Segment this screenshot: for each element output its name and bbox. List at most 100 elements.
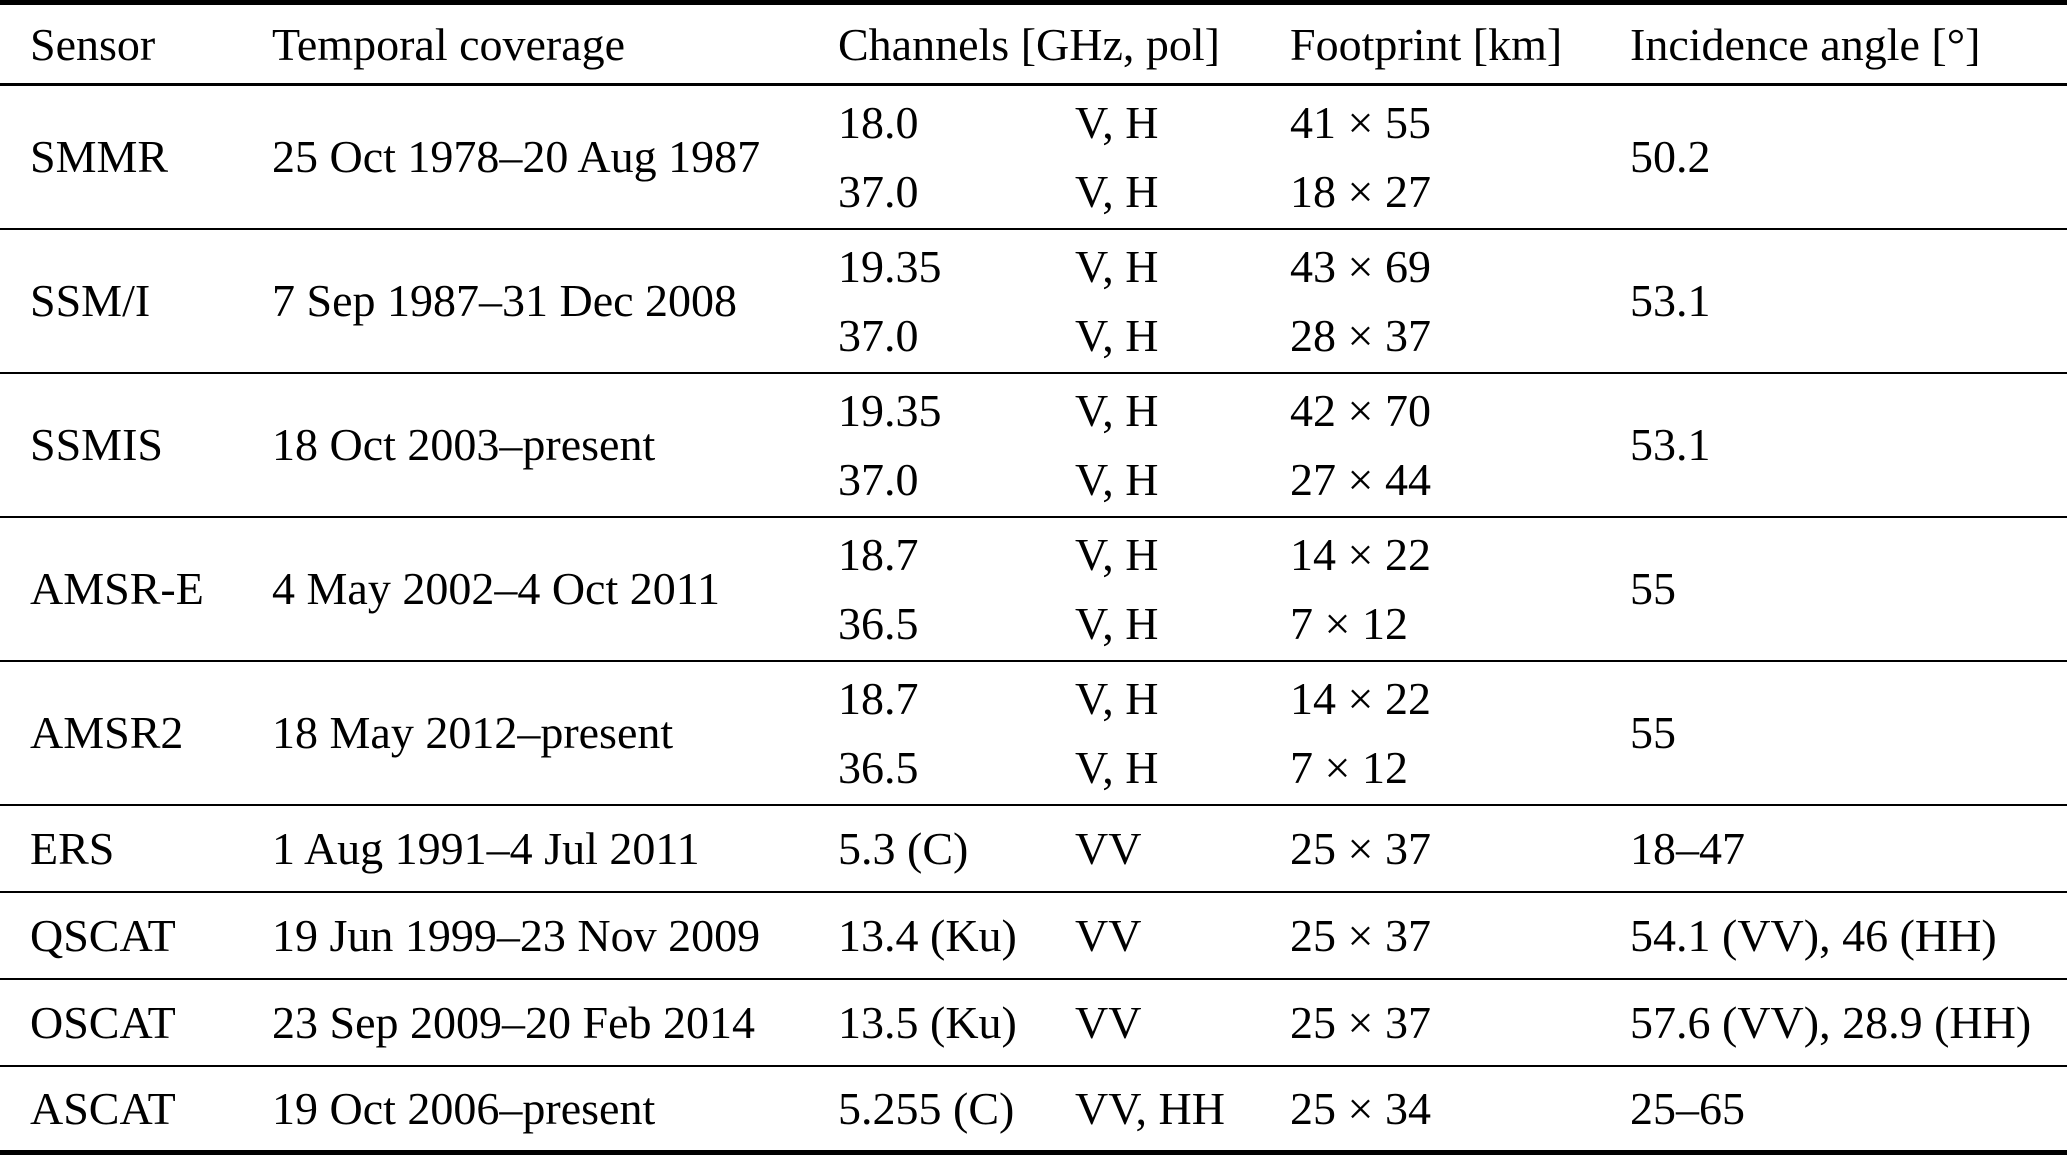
column-header-temporal-coverage: Temporal coverage — [272, 18, 626, 70]
cell-polarization: V, H V, H — [1075, 229, 1290, 373]
cell-footprint: 41 × 55 18 × 27 — [1290, 85, 1630, 229]
cell-footprint: 25 × 37 — [1290, 805, 1630, 892]
cell-footprint: 25 × 34 — [1290, 1066, 1630, 1153]
header-row: Sensor Temporal coverage Channels [GHz, … — [0, 2, 2067, 85]
cell-polarization: V, H V, H — [1075, 85, 1290, 229]
footprint-line1: 14 × 22 — [1290, 672, 1431, 724]
channel-freq-line1: 18.7 — [838, 528, 919, 580]
channel-freq-line1: 18.7 — [838, 672, 919, 724]
cell-channels: 5.255 (C) — [838, 1066, 1075, 1153]
channel-freq-line1: 5.3 (C) — [838, 822, 969, 874]
polarization-line1: V, H — [1075, 672, 1159, 724]
footprint-line1: 25 × 37 — [1290, 996, 1431, 1048]
cell-footprint: 25 × 37 — [1290, 892, 1630, 979]
table-row-ascat: ASCAT 19 Oct 2006–present 5.255 (C) VV, … — [0, 1066, 2067, 1153]
cell-coverage: 19 Oct 2006–present — [272, 1082, 656, 1134]
cell-incidence: 25–65 — [1630, 1082, 1746, 1134]
cell-sensor: SSM/I — [30, 275, 151, 326]
cell-incidence: 18–47 — [1630, 822, 1746, 874]
column-header-footprint: Footprint [km] — [1290, 18, 1563, 70]
cell-channels: 19.35 37.0 — [838, 229, 1075, 373]
footprint-line2: 27 × 44 — [1290, 453, 1431, 505]
cell-polarization: VV — [1075, 892, 1290, 979]
cell-sensor: QSCAT — [30, 909, 176, 961]
channel-freq-line2: 37.0 — [838, 453, 919, 505]
channel-freq-line2: 37.0 — [838, 309, 919, 361]
channel-freq-line1: 18.0 — [838, 96, 919, 148]
footprint-line2: 7 × 12 — [1290, 597, 1408, 649]
channel-freq-line2: 36.5 — [838, 741, 919, 793]
cell-polarization: VV — [1075, 805, 1290, 892]
cell-coverage: 25 Oct 1978–20 Aug 1987 — [272, 131, 761, 183]
footprint-line1: 41 × 55 — [1290, 96, 1431, 148]
cell-coverage: 18 Oct 2003–present — [272, 419, 656, 470]
cell-coverage: 1 Aug 1991–4 Jul 2011 — [272, 822, 700, 874]
table-row-ers: ERS 1 Aug 1991–4 Jul 2011 5.3 (C) VV 25 … — [0, 805, 2067, 892]
polarization-line2: V, H — [1075, 741, 1159, 793]
cell-incidence: 50.2 — [1630, 131, 1711, 183]
cell-polarization: VV — [1075, 979, 1290, 1066]
polarization-line2: V, H — [1075, 453, 1159, 505]
polarization-line1: V, H — [1075, 240, 1159, 292]
column-header-channels: Channels [GHz, pol] — [838, 18, 1220, 70]
table-row-ssmis: SSMIS 18 Oct 2003–present 19.35 37.0 V, … — [0, 373, 2067, 517]
cell-incidence: 55 — [1630, 563, 1677, 614]
cell-footprint: 25 × 37 — [1290, 979, 1630, 1066]
channel-freq-line1: 19.35 — [838, 384, 942, 436]
cell-sensor: AMSR2 — [30, 707, 184, 758]
polarization-line2: V, H — [1075, 597, 1159, 649]
cell-channels: 13.5 (Ku) — [838, 979, 1075, 1066]
channel-freq-line2: 37.0 — [838, 165, 919, 217]
table-row-amsre: AMSR-E 4 May 2002–4 Oct 2011 18.7 36.5 V… — [0, 517, 2067, 661]
footprint-line1: 25 × 34 — [1290, 1082, 1431, 1134]
cell-incidence: 53.1 — [1630, 419, 1711, 470]
table-body: SMMR 25 Oct 1978–20 Aug 1987 18.0 37.0 V… — [0, 85, 2067, 1153]
cell-channels: 19.35 37.0 — [838, 373, 1075, 517]
cell-sensor: ERS — [30, 822, 115, 874]
footprint-line1: 43 × 69 — [1290, 240, 1431, 292]
cell-incidence: 53.1 — [1630, 275, 1711, 326]
cell-incidence: 57.6 (VV), 28.9 (HH) — [1630, 996, 2032, 1048]
cell-polarization: V, H V, H — [1075, 517, 1290, 661]
cell-channels: 13.4 (Ku) — [838, 892, 1075, 979]
cell-polarization: V, H V, H — [1075, 661, 1290, 805]
cell-channels: 5.3 (C) — [838, 805, 1075, 892]
cell-sensor: OSCAT — [30, 996, 176, 1048]
cell-incidence: 54.1 (VV), 46 (HH) — [1630, 909, 1997, 961]
polarization-line2: V, H — [1075, 309, 1159, 361]
cell-polarization: V, H V, H — [1075, 373, 1290, 517]
cell-footprint: 14 × 22 7 × 12 — [1290, 661, 1630, 805]
cell-channels: 18.7 36.5 — [838, 517, 1075, 661]
cell-coverage: 4 May 2002–4 Oct 2011 — [272, 563, 721, 614]
cell-polarization: VV, HH — [1075, 1066, 1290, 1153]
polarization-line1: V, H — [1075, 384, 1159, 436]
polarization-line1: V, H — [1075, 96, 1159, 148]
channel-freq-line1: 19.35 — [838, 240, 942, 292]
cell-coverage: 19 Jun 1999–23 Nov 2009 — [272, 909, 761, 961]
table-row-smmr: SMMR 25 Oct 1978–20 Aug 1987 18.0 37.0 V… — [0, 85, 2067, 229]
polarization-line1: VV — [1075, 996, 1142, 1048]
polarization-line1: VV — [1075, 909, 1142, 961]
cell-coverage: 18 May 2012–present — [272, 707, 674, 758]
channel-freq-line1: 5.255 (C) — [838, 1082, 1015, 1134]
table-row-qscat: QSCAT 19 Jun 1999–23 Nov 2009 13.4 (Ku) … — [0, 892, 2067, 979]
column-header-sensor: Sensor — [30, 18, 156, 70]
footprint-line2: 7 × 12 — [1290, 741, 1408, 793]
footprint-line2: 28 × 37 — [1290, 309, 1431, 361]
table-row-amsr2: AMSR2 18 May 2012–present 18.7 36.5 V, H… — [0, 661, 2067, 805]
cell-sensor: ASCAT — [30, 1082, 176, 1134]
cell-channels: 18.0 37.0 — [838, 85, 1075, 229]
channel-freq-line2: 36.5 — [838, 597, 919, 649]
cell-coverage: 23 Sep 2009–20 Feb 2014 — [272, 996, 755, 1048]
footprint-line1: 25 × 37 — [1290, 909, 1431, 961]
cell-footprint: 14 × 22 7 × 12 — [1290, 517, 1630, 661]
polarization-line1: V, H — [1075, 528, 1159, 580]
table-header: Sensor Temporal coverage Channels [GHz, … — [0, 2, 2067, 85]
polarization-line1: VV, HH — [1075, 1082, 1225, 1134]
table-row-ssmi: SSM/I 7 Sep 1987–31 Dec 2008 19.35 37.0 … — [0, 229, 2067, 373]
footprint-line1: 25 × 37 — [1290, 822, 1431, 874]
table-row-oscat: OSCAT 23 Sep 2009–20 Feb 2014 13.5 (Ku) … — [0, 979, 2067, 1066]
cell-footprint: 43 × 69 28 × 37 — [1290, 229, 1630, 373]
